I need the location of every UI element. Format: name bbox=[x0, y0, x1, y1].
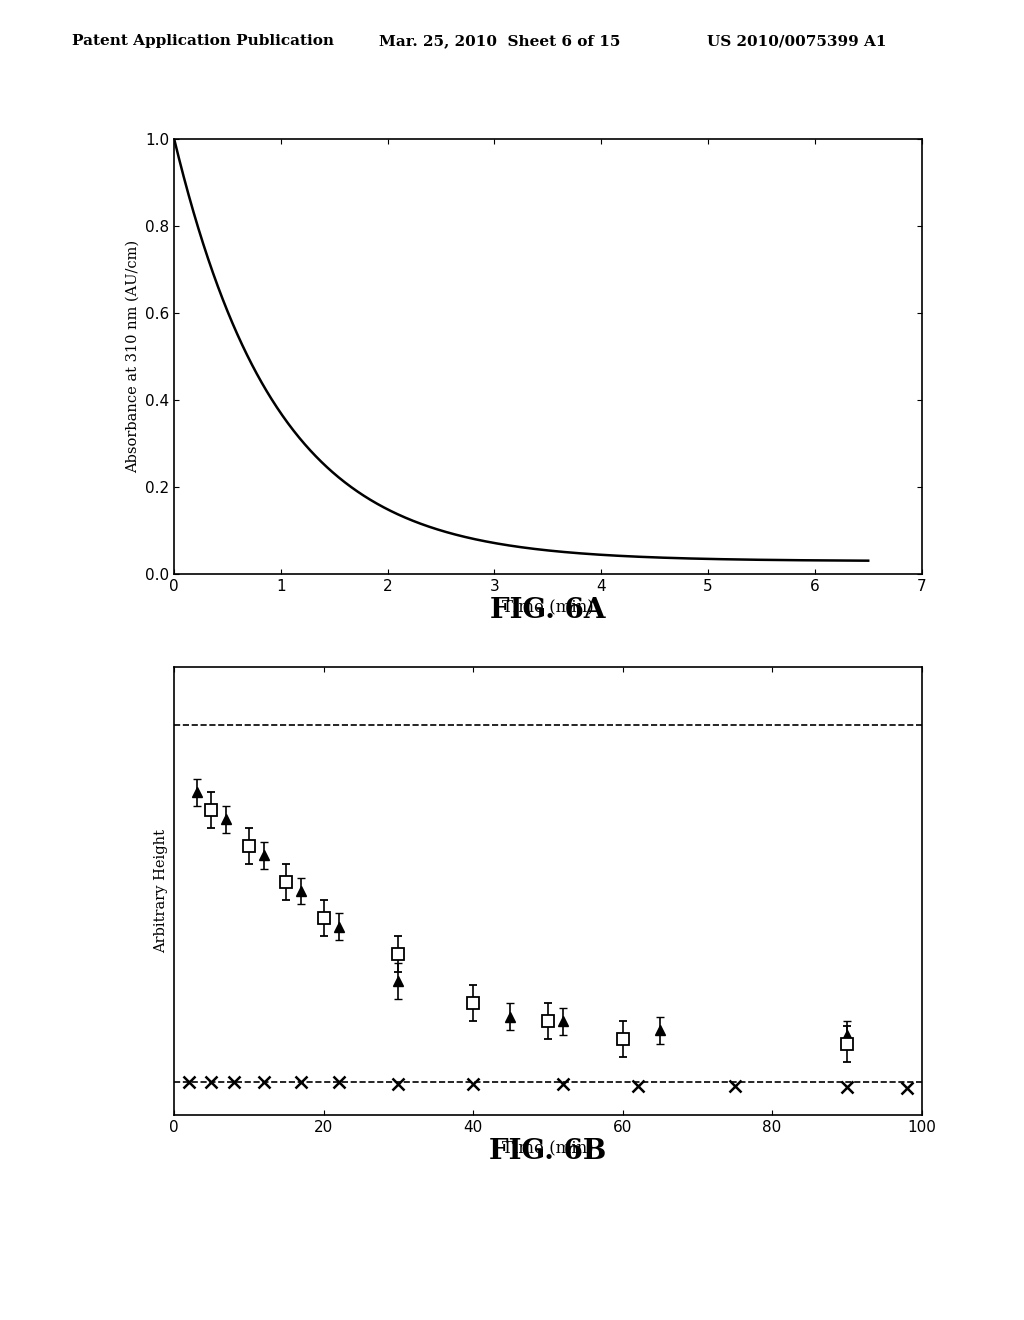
Text: FIG. 6A: FIG. 6A bbox=[490, 597, 605, 623]
Text: US 2010/0075399 A1: US 2010/0075399 A1 bbox=[707, 34, 886, 49]
Y-axis label: Absorbance at 310 nm (AU/cm): Absorbance at 310 nm (AU/cm) bbox=[125, 240, 139, 473]
X-axis label: Time (min): Time (min) bbox=[502, 599, 594, 616]
Text: Mar. 25, 2010  Sheet 6 of 15: Mar. 25, 2010 Sheet 6 of 15 bbox=[379, 34, 621, 49]
Text: Patent Application Publication: Patent Application Publication bbox=[72, 34, 334, 49]
Text: FIG. 6B: FIG. 6B bbox=[489, 1138, 606, 1164]
X-axis label: Time (min): Time (min) bbox=[502, 1140, 594, 1158]
Y-axis label: Arbitrary Height: Arbitrary Height bbox=[155, 829, 169, 953]
